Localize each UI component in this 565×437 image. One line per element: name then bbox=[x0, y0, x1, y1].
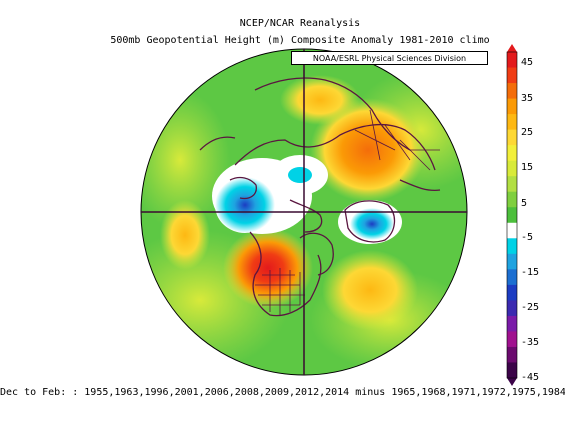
colorbar-segment bbox=[507, 346, 517, 363]
colorbar-segment bbox=[507, 67, 517, 84]
colorbar-segment bbox=[507, 160, 517, 177]
colorbar: 45 35 25 15 5 -5 -15 -25 -35 -45 bbox=[506, 44, 539, 386]
footer-caption: Dec to Feb: : 1955,1963,1996,2001,2006,2… bbox=[0, 387, 565, 398]
credit-label: NOAA/ESRL Physical Sciences Division bbox=[291, 51, 488, 65]
positive-anomaly-eurasia bbox=[310, 98, 426, 202]
colorbar-segment bbox=[507, 253, 517, 270]
political-borders bbox=[255, 109, 440, 315]
negative-anomaly-siberia bbox=[215, 177, 275, 233]
positive-anomaly-north-pacific bbox=[322, 250, 418, 330]
colorbar-segment bbox=[507, 145, 517, 162]
colorbar-segment bbox=[507, 52, 517, 69]
colorbar-tick-label: 35 bbox=[521, 93, 533, 104]
colorbar-segment bbox=[507, 83, 517, 100]
colorbar-tick-label: -15 bbox=[521, 267, 539, 278]
colorbar-tick-label: 45 bbox=[521, 57, 533, 68]
colorbar-segment bbox=[507, 176, 517, 193]
colorbar-tick-label: 5 bbox=[521, 198, 527, 209]
positive-anomaly-north-atlantic bbox=[223, 228, 313, 308]
colorbar-segment bbox=[507, 191, 517, 208]
positive-anomaly-west bbox=[160, 200, 210, 270]
colorbar-segment bbox=[507, 331, 517, 348]
colorbar-tick-label: -45 bbox=[521, 372, 539, 383]
title-line-1: NCEP/NCAR Reanalysis bbox=[239, 18, 361, 29]
anomaly-field bbox=[141, 49, 467, 375]
colorbar-segment bbox=[507, 269, 517, 286]
colorbar-segment bbox=[507, 284, 517, 301]
colorbar-segment bbox=[507, 315, 517, 332]
colorbar-segment bbox=[507, 98, 517, 115]
colorbar-segment bbox=[507, 300, 517, 317]
colorbar-segment bbox=[507, 222, 517, 239]
colorbar-segment bbox=[507, 207, 517, 224]
colorbar-segment bbox=[507, 114, 517, 131]
colorbar-cap-top bbox=[507, 44, 517, 52]
colorbar-tick-label: -25 bbox=[521, 302, 539, 313]
colorbar-cap-bottom bbox=[507, 378, 517, 386]
colorbar-segment bbox=[507, 129, 517, 146]
colorbar-tick-label: 25 bbox=[521, 127, 533, 138]
colorbar-tick-label: -35 bbox=[521, 337, 539, 348]
colorbar-segment bbox=[507, 238, 517, 255]
colorbar-segment bbox=[507, 362, 517, 379]
colorbar-tick-label: 15 bbox=[521, 162, 533, 173]
negative-anomaly-greenland-sea bbox=[350, 208, 394, 240]
colorbar-tick-label: -5 bbox=[521, 232, 533, 243]
coastlines bbox=[199, 77, 441, 317]
title-line-2: 500mb Geopotential Height (m) Composite … bbox=[110, 35, 490, 46]
